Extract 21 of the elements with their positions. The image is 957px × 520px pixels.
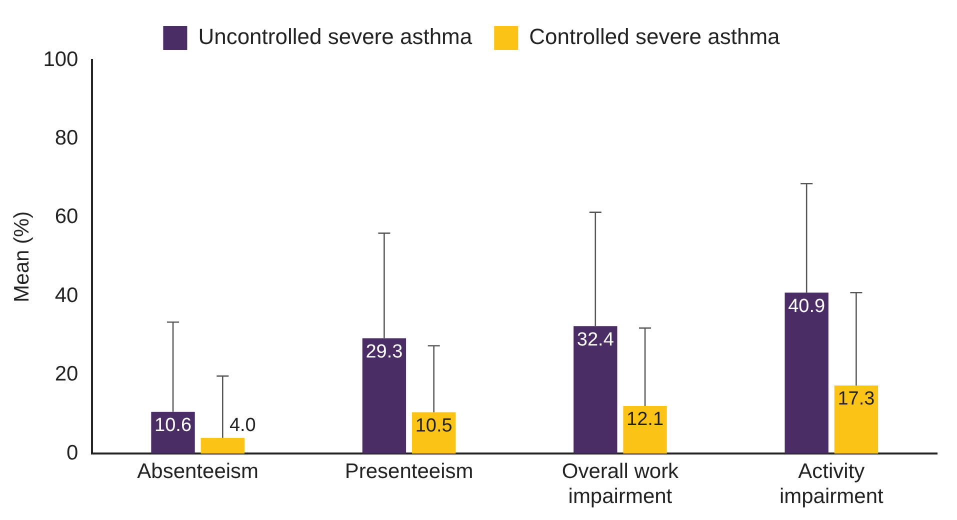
- data-label: 12.1: [626, 409, 664, 430]
- legend-label: Uncontrolled severe asthma: [198, 24, 473, 50]
- data-label: 17.3: [838, 388, 875, 410]
- legend-label: Controlled severe asthma: [529, 24, 781, 50]
- data-label: 4.0: [229, 415, 256, 436]
- y-tick-label: 100: [43, 48, 78, 71]
- y-axis-title: Mean (%): [10, 211, 34, 302]
- y-tick-label: 40: [54, 284, 78, 307]
- x-tick-label: Presenteeism: [344, 460, 474, 483]
- data-label: 10.6: [154, 415, 192, 436]
- data-label: 10.5: [415, 416, 452, 437]
- data-label: 29.3: [366, 342, 403, 363]
- x-tick-label: Absenteeism: [137, 460, 259, 483]
- y-tick-label: 60: [54, 205, 78, 228]
- x-tick-label: Activity impairment: [779, 460, 884, 508]
- x-tick-label: Overall work impairment: [562, 460, 680, 508]
- y-tick-label: 0: [66, 441, 78, 464]
- data-label: 32.4: [576, 329, 614, 350]
- y-tick-label: 20: [54, 362, 78, 386]
- data-label: 40.9: [788, 296, 826, 317]
- y-tick-label: 80: [54, 126, 78, 150]
